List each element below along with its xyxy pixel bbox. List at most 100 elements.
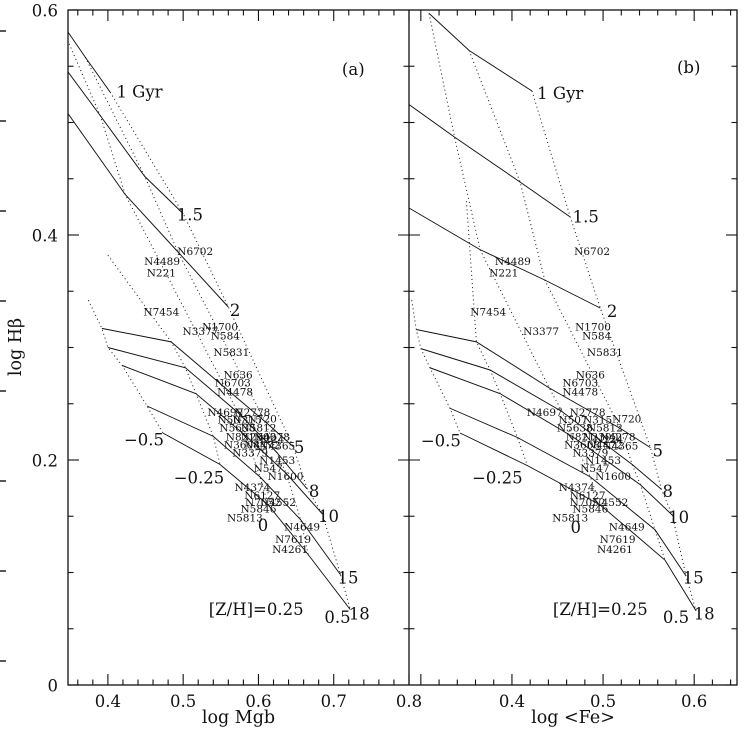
galaxy-label-N7454-a: N7454 — [143, 307, 179, 319]
galaxy-label-N6127-a: N6127 — [244, 490, 280, 502]
galaxy-label-N5813-a: N5813 — [227, 513, 263, 525]
galaxy-label-N6127-b: N6127 — [570, 490, 606, 502]
x-axis-title-b: log <Fe> — [531, 708, 615, 728]
age-label-b-4: 8 — [663, 482, 674, 501]
galaxy-label-N3379-b: N3379 — [572, 447, 608, 459]
galaxy-label-N5638-b: N5638 — [557, 423, 593, 435]
age-label-b-5: 10 — [668, 508, 689, 527]
model-age-line-1.5gyr-b — [409, 104, 571, 218]
metallicity-label-a-9: −0.25 — [174, 469, 225, 488]
y-tick-label-3: 0.6 — [32, 2, 58, 21]
galaxy-label-N4478-a: N4478 — [217, 387, 253, 399]
age-label-a-1: 1.5 — [177, 205, 203, 224]
galaxy-label-N3608-a: N3608 — [224, 439, 260, 451]
x-tick-label-a-2: 0.6 — [245, 692, 271, 711]
galaxy-label-N3377-b: N3377 — [523, 326, 559, 338]
y-tick-label-1: 0.2 — [32, 452, 58, 471]
galaxy-label-N5831-b: N5831 — [587, 347, 623, 359]
galaxy-label-N2300-b: N2300 — [582, 432, 618, 444]
x-tick-label-a-4: 0.8 — [396, 692, 422, 711]
age-label-a-2: 2 — [230, 301, 241, 320]
galaxy-label-N4278-a: N4278 — [254, 432, 290, 444]
galaxy-label-N1453-b: N1453 — [585, 455, 621, 467]
age-label-b-1: 1.5 — [573, 208, 599, 227]
age-label-b-2: 2 — [607, 302, 618, 321]
galaxy-label-N1700-b: N1700 — [575, 321, 611, 333]
galaxy-label-N4697-a: N4697 — [207, 407, 243, 419]
galaxy-label-N636-b: N636 — [576, 370, 606, 382]
model-metallicity-line-0.25-a — [84, 57, 309, 555]
age-label-b-7: 18 — [694, 605, 715, 624]
galaxy-label-N547-a: N547 — [254, 463, 283, 475]
galaxy-label-N1600-b: N1600 — [595, 471, 631, 483]
metallicity-label-b-9: −0.25 — [472, 469, 523, 488]
galaxy-label-N4374-a: N4374 — [234, 482, 270, 494]
galaxy-label-N221-a: N221 — [147, 267, 176, 279]
galaxy-label-N224-b: N224 — [594, 434, 624, 446]
model-age-line-5gyr-a — [101, 327, 294, 447]
metallicity-label-a-8: −0.5 — [124, 430, 164, 449]
model-metallicity-line--0.5-b — [411, 300, 461, 434]
galaxy-label-N4552-b: N4552 — [592, 497, 628, 509]
galaxy-label-N7619-b: N7619 — [600, 534, 636, 546]
metallicity-label-b-11: [Z/H]=0.25 — [553, 600, 648, 619]
galaxy-label-N584-b: N584 — [582, 330, 612, 342]
model-age-line-2gyr-b — [409, 207, 601, 309]
model-age-line-18gyr-b — [459, 432, 697, 611]
metallicity-label-a-12: 0.5 — [324, 608, 350, 627]
galaxy-label-N5812-b: N5812 — [587, 423, 623, 435]
model-age-line-15gyr-b — [449, 407, 687, 577]
galaxy-label-N1453-a: N1453 — [259, 455, 295, 467]
galaxy-label-N4472-b: N4472 — [587, 439, 623, 451]
galaxy-label-N6702-b: N6702 — [574, 246, 610, 258]
y-tick-label-0: 0 — [48, 677, 59, 696]
galaxy-label-N315-b: N315 — [583, 415, 612, 427]
galaxy-label-N4365-b: N4365 — [602, 441, 638, 453]
galaxy-label-N5846-b: N5846 — [572, 504, 608, 516]
galaxy-label-N547-b: N547 — [580, 463, 609, 475]
model-age-line-1.5gyr-a — [68, 71, 184, 214]
y-tick-label-2: 0.4 — [32, 227, 58, 246]
galaxy-label-N221-b: N221 — [489, 267, 518, 279]
galaxy-label-N7619-a: N7619 — [275, 534, 311, 546]
model-age-line-10gyr-a — [122, 365, 323, 515]
axis-ticks — [68, 9, 737, 686]
model-age-line-2gyr-a — [68, 112, 229, 308]
galaxy-label-N4374-b: N4374 — [559, 482, 595, 494]
x-tick-label-a-1: 0.5 — [170, 692, 196, 711]
galaxy-label-N4552-a: N4552 — [260, 497, 296, 509]
galaxy-label-N5638-a: N5638 — [219, 423, 255, 435]
galaxy-label-N720-b: N720 — [612, 414, 641, 426]
model-age-line-18gyr-a — [162, 432, 351, 610]
edge-artifact-marks — [0, 30, 6, 662]
galaxy-label-N4489-a: N4489 — [144, 256, 180, 268]
galaxy-label-N4478-b: N4478 — [562, 387, 598, 399]
galaxy-label-N5812-a: N5812 — [240, 423, 276, 435]
panel-label-a-13: (a) — [342, 60, 365, 79]
model-age-line-5gyr-b — [416, 329, 651, 449]
galaxy-label-N7052-b: N7052 — [570, 497, 606, 509]
galaxy-label-N636-a: N636 — [224, 370, 254, 382]
galaxy-label-N4278-b: N4278 — [600, 432, 636, 444]
galaxy-label-N4649-a: N4649 — [284, 522, 320, 534]
galaxy-label-N5813-b: N5813 — [552, 513, 588, 525]
galaxy-label-N4261-a: N4261 — [272, 544, 308, 556]
galaxy-label-N224-a: N224 — [255, 434, 285, 446]
panel-label-b-13: (b) — [677, 58, 700, 77]
age-label-b-0: 1 Gyr — [537, 84, 583, 103]
galaxy-label-N4649-b: N4649 — [609, 522, 645, 534]
age-label-a-7: 18 — [349, 605, 370, 624]
galaxy-label-N4472-a: N4472 — [244, 439, 280, 451]
galaxy-label-N4261-b: N4261 — [597, 544, 633, 556]
age-label-b-3: 5 — [652, 442, 663, 461]
x-tick-label-a-0: 0.4 — [95, 692, 121, 711]
galaxy-label-N315-a: N315 — [233, 415, 262, 427]
galaxy-label-N507-a: N507 — [217, 415, 246, 427]
galaxy-label-N4365-a: N4365 — [259, 441, 295, 453]
x-tick-label-b-1: 0.5 — [590, 692, 616, 711]
